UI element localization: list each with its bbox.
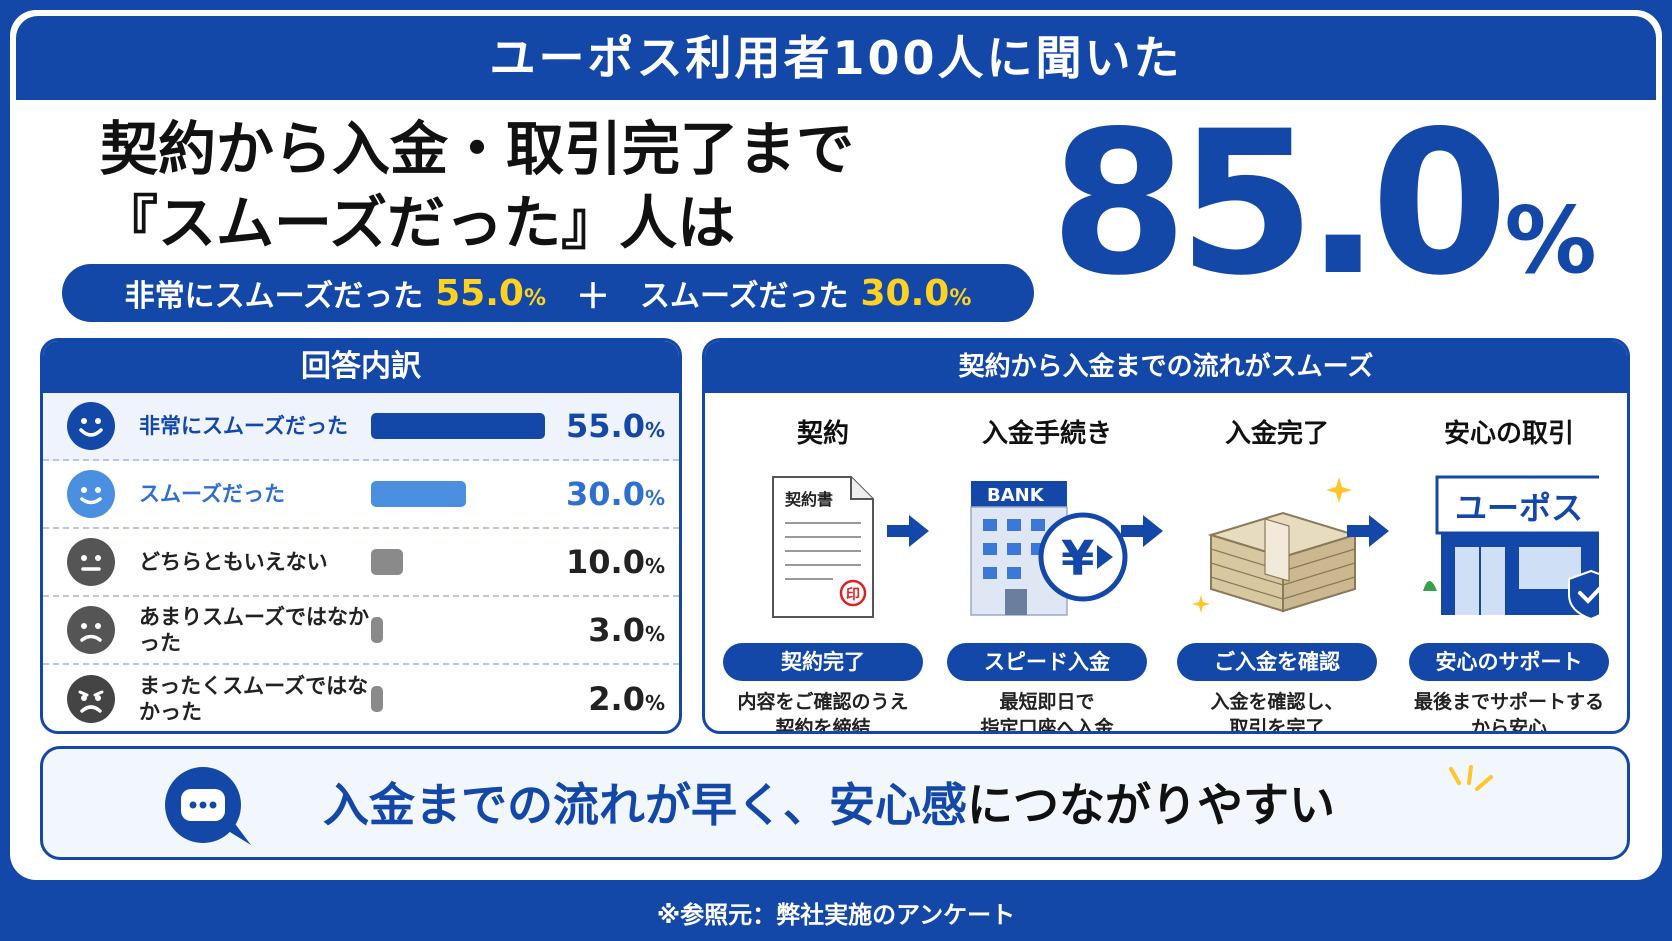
flow-step-trust: 安心の取引 ユーポス 安心のサポート 最後までサポートする から安心: [1399, 393, 1619, 734]
flow-step-payment: 入金手続き BANK ¥ スピード入金 最短即日で 指定口座へ入金: [937, 393, 1157, 734]
bank-building-icon: BANK ¥: [957, 471, 1137, 621]
step-desc: 最短即日で 指定口座へ入金: [980, 691, 1114, 734]
key-message-box: 入金までの流れが早く、安心感につながりやすい: [40, 746, 1630, 860]
summary-item2-label: スムーズだった: [640, 279, 849, 314]
yen-symbol: ¥: [1061, 531, 1094, 587]
flow-step-received: 入金完了 ご入金を確認 入金を確認し、 取引を完了: [1167, 393, 1387, 734]
step-badge: 安心のサポート: [1409, 643, 1609, 681]
row-bar: [371, 481, 466, 507]
plus-sign: ＋: [576, 276, 610, 317]
happy-face-icon: [67, 470, 115, 518]
bank-sign: BANK: [987, 485, 1045, 506]
breakdown-row: あまりスムーズではなかった 3.0%: [43, 597, 679, 665]
speech-bubble-icon: [157, 763, 253, 849]
step-badge: スピード入金: [947, 643, 1147, 681]
breakdown-row: 非常にスムーズだった 55.0%: [43, 393, 679, 461]
row-bar: [371, 549, 403, 575]
row-value: 30.0%: [566, 475, 665, 513]
headline: 契約から入金・取引完了まで 『スムーズだった』人は: [100, 112, 980, 260]
big-number: 85.0: [1050, 88, 1509, 319]
step-badge: 契約完了: [723, 643, 923, 681]
source-note: ※参照元：弊社実施のアンケート: [656, 901, 1016, 929]
step-title: 契約: [796, 419, 849, 449]
row-value: 10.0%: [566, 543, 665, 581]
arrow-right-icon: [885, 511, 931, 551]
breakdown-row: どちらともいえない 10.0%: [43, 529, 679, 597]
step-desc: 内容をご確認のうえ 契約を締結: [737, 691, 909, 734]
key-message: 入金までの流れが早く、安心感につながりやすい: [323, 778, 1335, 832]
row-value: 3.0%: [588, 611, 665, 649]
summary-item2-value: 30.0%: [860, 272, 972, 314]
row-value: 55.0%: [566, 407, 665, 445]
row-label: あまりスムーズではなかった: [139, 605, 369, 655]
breakdown-row: まったくスムーズではなかった 2.0%: [43, 665, 679, 731]
row-label: 非常にスムーズだった: [139, 414, 348, 438]
breakdown-row: スムーズだった 30.0%: [43, 461, 679, 529]
step-badge: ご入金を確認: [1177, 643, 1377, 681]
flow-title: 契約から入金までの流れがスムーズ: [705, 341, 1627, 393]
survey-banner: ユーポス利用者100人に聞いた: [16, 16, 1656, 100]
step-desc: 入金を確認し、 取引を完了: [1210, 691, 1344, 734]
big-unit: %: [1504, 187, 1597, 294]
step-desc: 最後までサポートする から安心: [1413, 691, 1604, 734]
very-sad-face-icon: [67, 675, 115, 723]
summary-item1-label: 非常にスムーズだった: [124, 279, 424, 314]
row-value: 2.0%: [588, 680, 665, 718]
summary-pill: 非常にスムーズだった 55.0% ＋ スムーズだった 30.0%: [62, 264, 1034, 322]
step-title: 入金完了: [1224, 419, 1329, 449]
flow-step-contract: 契約 契約書 印 契約完了 内容をご確認のうえ 契約を締結: [713, 393, 933, 734]
cash-stack-icon: [1187, 471, 1367, 621]
seal-mark: 印: [846, 586, 860, 603]
row-bar: [371, 617, 383, 643]
headline-line2: 『スムーズだった』人は: [100, 189, 736, 257]
breakdown-panel: 回答内訳 非常にスムーズだった 55.0% スムーズだった 30.0% どちらと…: [40, 338, 682, 734]
store-shield-icon: ユーポス: [1419, 471, 1614, 621]
sparkle-icon: [1441, 763, 1501, 813]
row-bar: [371, 686, 383, 712]
very-happy-face-icon: [67, 402, 115, 450]
step-title: 入金手続き: [981, 419, 1112, 449]
breakdown-list: 非常にスムーズだった 55.0% スムーズだった 30.0% どちらともいえない…: [43, 393, 679, 731]
row-label: まったくスムーズではなかった: [139, 674, 369, 724]
flow-panel: 契約から入金までの流れがスムーズ 契約 契約書 印 契約完了 内容をご確認のうえ…: [702, 338, 1630, 734]
headline-percentage: 85.0%: [1050, 104, 1610, 304]
summary-item1-value: 55.0%: [435, 272, 546, 314]
headline-line1: 契約から入金・取引完了まで: [100, 115, 855, 183]
arrow-right-icon: [1345, 511, 1391, 551]
neutral-face-icon: [67, 538, 115, 586]
document-title: 契約書: [784, 490, 833, 509]
store-sign: ユーポス: [1455, 489, 1583, 527]
breakdown-title: 回答内訳: [43, 341, 679, 393]
row-label: スムーズだった: [139, 482, 285, 506]
row-label: どちらともいえない: [139, 550, 328, 574]
contract-document-icon: 契約書 印: [733, 471, 913, 621]
row-bar: [371, 413, 545, 439]
step-title: 安心の取引: [1443, 419, 1574, 449]
sad-face-icon: [67, 606, 115, 654]
arrow-right-icon: [1119, 511, 1165, 551]
